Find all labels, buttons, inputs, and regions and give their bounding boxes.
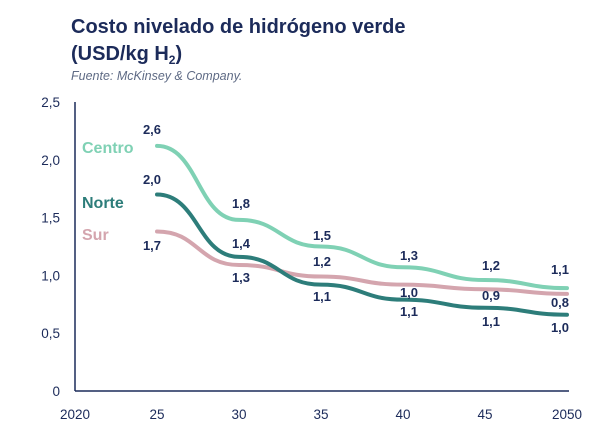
data-label-norte: 2,0 xyxy=(143,172,161,187)
series-line-norte xyxy=(155,192,569,317)
series-line-sur xyxy=(155,229,569,296)
series-name-centro: Centro xyxy=(82,140,134,157)
data-label-centro: 1,1 xyxy=(551,262,569,277)
data-label-centro: 2,6 xyxy=(143,122,161,137)
x-tick-label: 45 xyxy=(477,407,492,422)
title-unit-prefix: (USD/kg H xyxy=(71,43,169,65)
chart-source: Fuente: McKinsey & Company. xyxy=(71,69,243,83)
y-tick-label: 0 xyxy=(52,384,60,399)
chart-title-line1: Costo nivelado de hidrógeno verde xyxy=(71,16,406,38)
data-label-sur: 1,3 xyxy=(232,270,250,285)
y-tick-label: 1,0 xyxy=(41,268,60,283)
x-tick-label: 25 xyxy=(149,407,164,422)
data-label-centro: 1,8 xyxy=(232,196,250,211)
x-tick-label: 40 xyxy=(395,407,410,422)
data-label-sur: 1,1 xyxy=(400,304,418,319)
y-tick-label: 1,5 xyxy=(41,211,60,226)
data-label-centro: 1,2 xyxy=(482,258,500,273)
x-tick-label: 2050 xyxy=(552,407,582,422)
series-line-centro xyxy=(155,143,569,291)
y-tick-label: 2,0 xyxy=(41,153,60,168)
data-label-sur: 1,1 xyxy=(482,314,500,329)
data-label-norte: 1,4 xyxy=(232,236,251,251)
data-label-centro: 1,5 xyxy=(313,228,331,243)
chart-title: Costo nivelado de hidrógeno verde (USD/k… xyxy=(71,14,406,74)
x-tick-label: 2020 xyxy=(60,407,90,422)
data-label-norte: 0,8 xyxy=(551,295,569,310)
data-label-norte: 1,0 xyxy=(400,285,418,300)
series-name-norte: Norte xyxy=(82,195,124,212)
title-unit-subscript: 2 xyxy=(168,53,176,67)
data-label-sur: 1,7 xyxy=(143,238,161,253)
data-label-norte: 1,1 xyxy=(313,289,331,304)
chart-title-line2: (USD/kg H2) xyxy=(71,41,406,74)
title-unit-suffix: ) xyxy=(175,43,183,65)
data-label-sur: 1,2 xyxy=(313,254,331,269)
y-tick-label: 2,5 xyxy=(41,95,60,110)
series-name-sur: Sur xyxy=(82,227,109,244)
data-label-norte: 0,9 xyxy=(482,288,500,303)
y-tick-label: 0,5 xyxy=(41,326,60,341)
data-label-centro: 1,3 xyxy=(400,248,418,263)
data-label-sur: 1,0 xyxy=(551,320,569,335)
x-tick-label: 35 xyxy=(313,407,328,422)
x-tick-label: 30 xyxy=(231,407,246,422)
